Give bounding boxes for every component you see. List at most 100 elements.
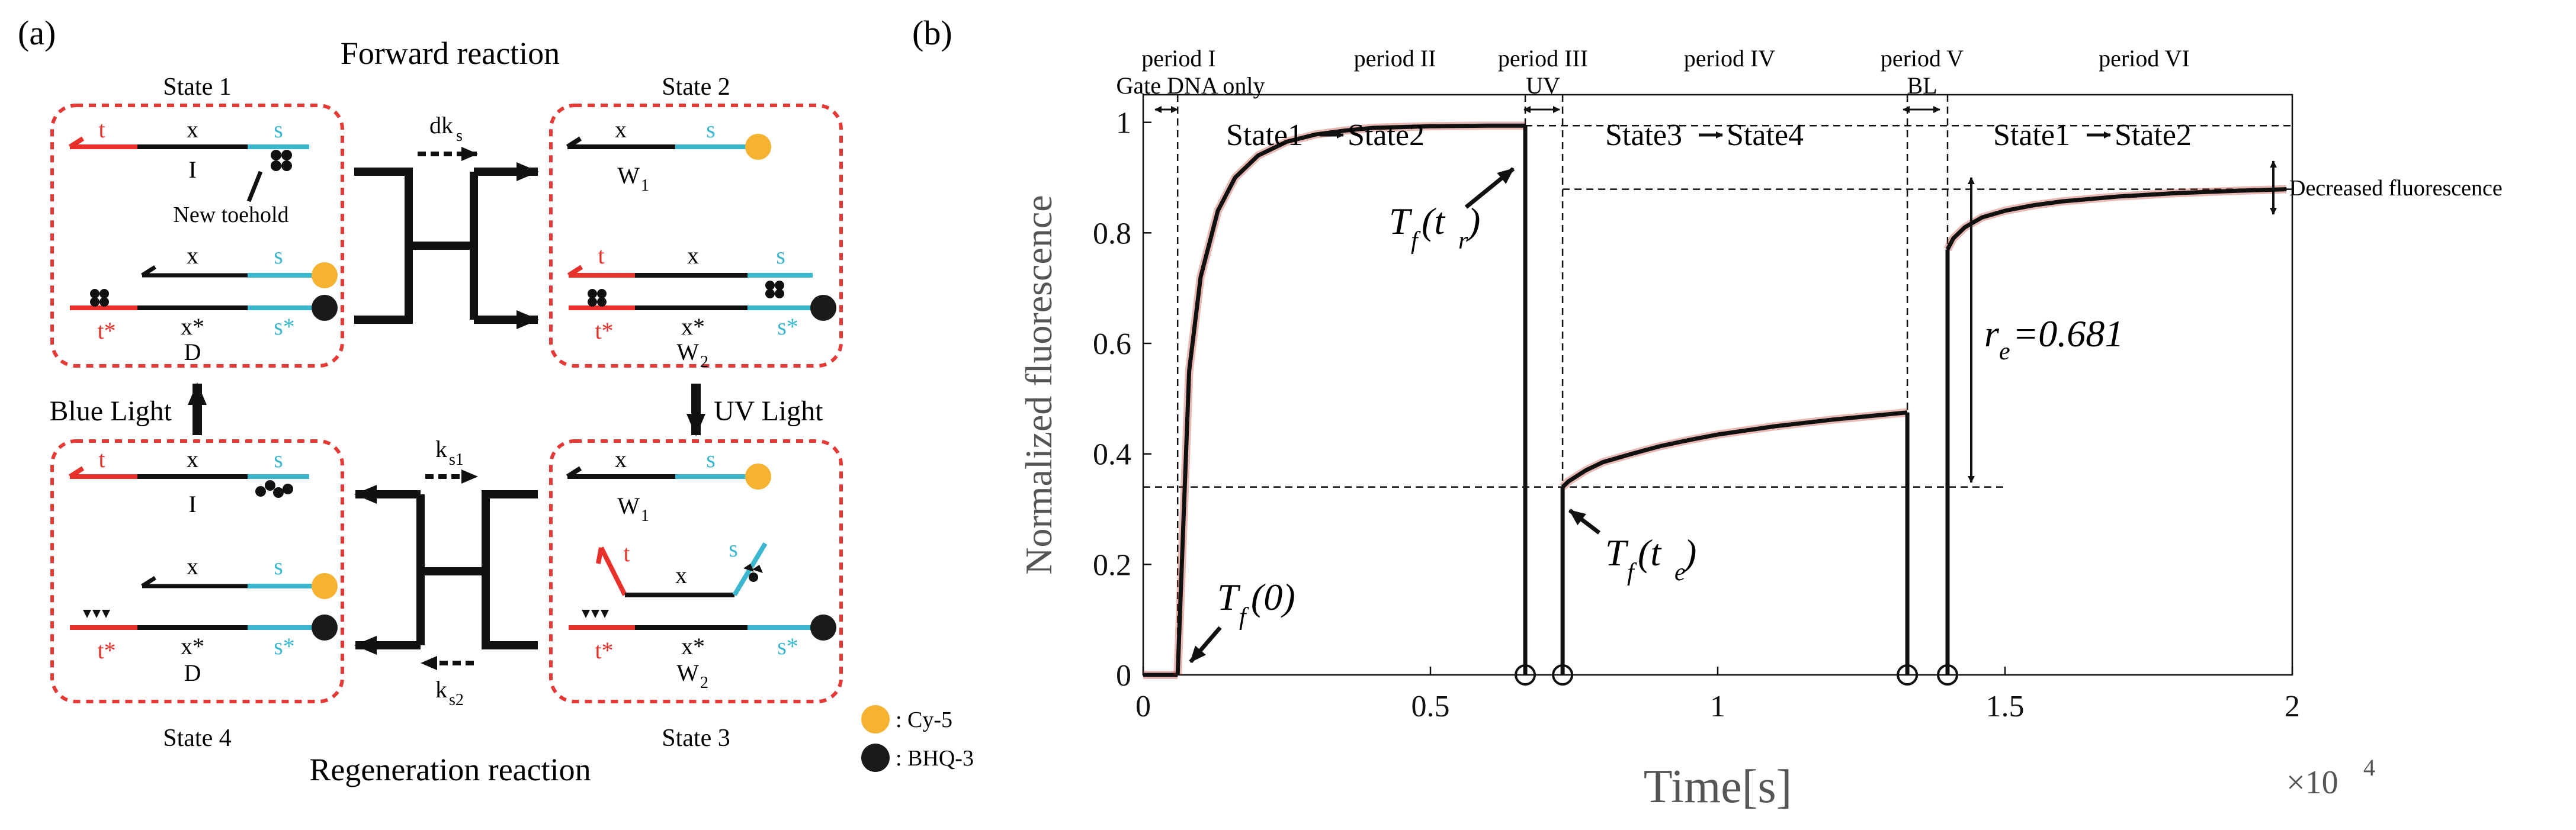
x-tick-label: 1.5 (1986, 690, 2025, 723)
seg-t-star: t* (595, 637, 613, 664)
seg-s: s (706, 446, 716, 472)
y-tick-label: 0.4 (1093, 438, 1131, 472)
y-tick-label: 0.6 (1093, 327, 1131, 361)
seg-t: t (598, 242, 604, 269)
period-1-sub: Gate DNA only (1116, 72, 1265, 99)
x-tick-label: 0.5 (1411, 690, 1450, 723)
transition-labels: State1 State2 State3 State4 State1 State… (1226, 118, 2192, 152)
rate-regen2-sub: s2 (449, 691, 464, 709)
state4-strand-I: t x s I (68, 446, 309, 517)
cy5-dye-icon (312, 573, 338, 599)
x-tick-label: 1 (1710, 690, 1725, 723)
x-multiplier-exp: 4 (2363, 754, 2375, 781)
seg-t: t (98, 446, 105, 472)
period-5-label: period V (1881, 45, 1964, 72)
seg-t: t (98, 116, 105, 143)
zero-marker (1515, 664, 1536, 686)
new-toehold-label: New toehold (173, 202, 288, 227)
forward-reaction-arrows (354, 147, 539, 329)
ann-tf-tr-arg-sub: r (1458, 227, 1468, 255)
blue-light-label: Blue Light (49, 395, 172, 427)
ann-tf-tr-T: T (1389, 200, 1413, 242)
transition-1-to: State2 (1348, 118, 1425, 152)
fluorescence-series-line (1175, 123, 1526, 675)
seg-t-star: t* (595, 317, 613, 344)
state1-box (50, 104, 344, 368)
seg-s: s (274, 116, 283, 143)
transition-2-from: State3 (1605, 118, 1682, 152)
transition-2-to: State4 (1727, 118, 1804, 152)
state3-strand-W1: x s W 1 (566, 446, 771, 525)
period-3-sub: UV (1526, 72, 1560, 99)
ann-tf-te-sub: f (1627, 559, 1637, 586)
period-3-label: period III (1498, 45, 1588, 72)
azobenzene-icon (271, 150, 292, 171)
state4-strand-D: x s t* x* s* D (70, 553, 338, 686)
fluorescence-series-line (1945, 187, 2287, 250)
azobenzene-cis-icon (743, 564, 763, 582)
reference-lines (1143, 95, 2292, 675)
state3-strand-W2: t x s t* x* s* W 2 (569, 535, 836, 692)
strand-W-sub: 2 (700, 353, 708, 371)
seg-t: t (623, 540, 630, 567)
seg-s: s (274, 446, 283, 472)
rate-forward-label: dk (429, 112, 453, 139)
legend-cy5-swatch (861, 705, 890, 734)
period-2-label: period II (1354, 45, 1436, 72)
strand-W-sub: 2 (700, 674, 708, 692)
curve-shadow (1560, 408, 1908, 490)
x-axis: 0 0.5 1 1.5 2 (1135, 667, 2300, 723)
fluorescence-series-line (1561, 410, 1908, 489)
period-4-label: period IV (1684, 45, 1776, 72)
rate-regen1-label: k (435, 436, 447, 462)
transition-3-from: State1 (1993, 118, 2070, 152)
ann-tf-te-T: T (1605, 532, 1629, 574)
ann-tf-0-T: T (1217, 576, 1241, 618)
seg-s: s (729, 535, 738, 562)
seg-x: x (675, 562, 687, 588)
decreased-fluorescence-label: Decreased fluorescence (2289, 176, 2503, 201)
y-tick-label: 0.8 (1093, 217, 1131, 250)
strand-W: W (617, 162, 640, 189)
strand-D: D (184, 660, 201, 686)
regeneration-reaction-arrows (354, 469, 538, 670)
state2-box (549, 104, 843, 368)
cy5-dye-icon (745, 464, 771, 490)
ann-tf-tr-sub: f (1411, 227, 1421, 255)
azobenzene-cis-icon (83, 610, 110, 618)
strand-W-sub: 1 (641, 507, 649, 525)
zero-marker (1897, 664, 1919, 686)
y-tick-label: 1 (1116, 107, 1131, 140)
cy5-dye-icon (745, 134, 771, 160)
seg-s-star: s* (274, 313, 295, 340)
seg-s: s (274, 242, 283, 269)
state1-strand-D: x s t* x* s* D (70, 242, 338, 365)
forward-reaction-title: Forward reaction (341, 36, 560, 71)
state4-label: State 4 (163, 725, 231, 752)
seg-s-star: s* (777, 313, 798, 340)
y-axis: 0 0.2 0.4 0.6 0.8 1 (1093, 107, 1151, 693)
transition-1-from: State1 (1226, 118, 1303, 152)
ann-tf-te-arrow (1568, 509, 1601, 535)
seg-x-star: x* (181, 633, 204, 660)
state2-strand-W2: t x s t* x* s* W 2 (567, 242, 836, 371)
ann-tf-0-arg: (0) (1251, 576, 1295, 618)
ann-tf-te-arg-sub: e (1674, 559, 1686, 586)
bhq3-quencher-icon (312, 615, 338, 641)
ann-tf-0-sub: f (1239, 603, 1249, 630)
strand-W-sub: 1 (641, 176, 649, 195)
uv-light-label: UV Light (714, 395, 823, 427)
panel-b: (b) 0 0.2 0.4 0.6 0.8 1 0 0.5 1 1.5 2 Normalized … (912, 14, 2503, 813)
legend-bhq3-label: : BHQ-3 (896, 746, 974, 771)
annotation-tf-tr: T f (t r ) (1389, 200, 1480, 255)
regeneration-reaction-title: Regeneration reaction (309, 752, 591, 787)
seg-s: s (706, 116, 716, 143)
x-tick-label: 0 (1135, 690, 1151, 723)
azobenzene-cis-icon (255, 480, 293, 498)
seg-x: x (187, 553, 198, 580)
cy5-dye-icon (312, 262, 338, 288)
strand-I: I (188, 491, 196, 517)
seg-s: s (274, 553, 283, 580)
state2-label: State 2 (662, 73, 730, 101)
seg-s-star: s* (777, 633, 798, 660)
